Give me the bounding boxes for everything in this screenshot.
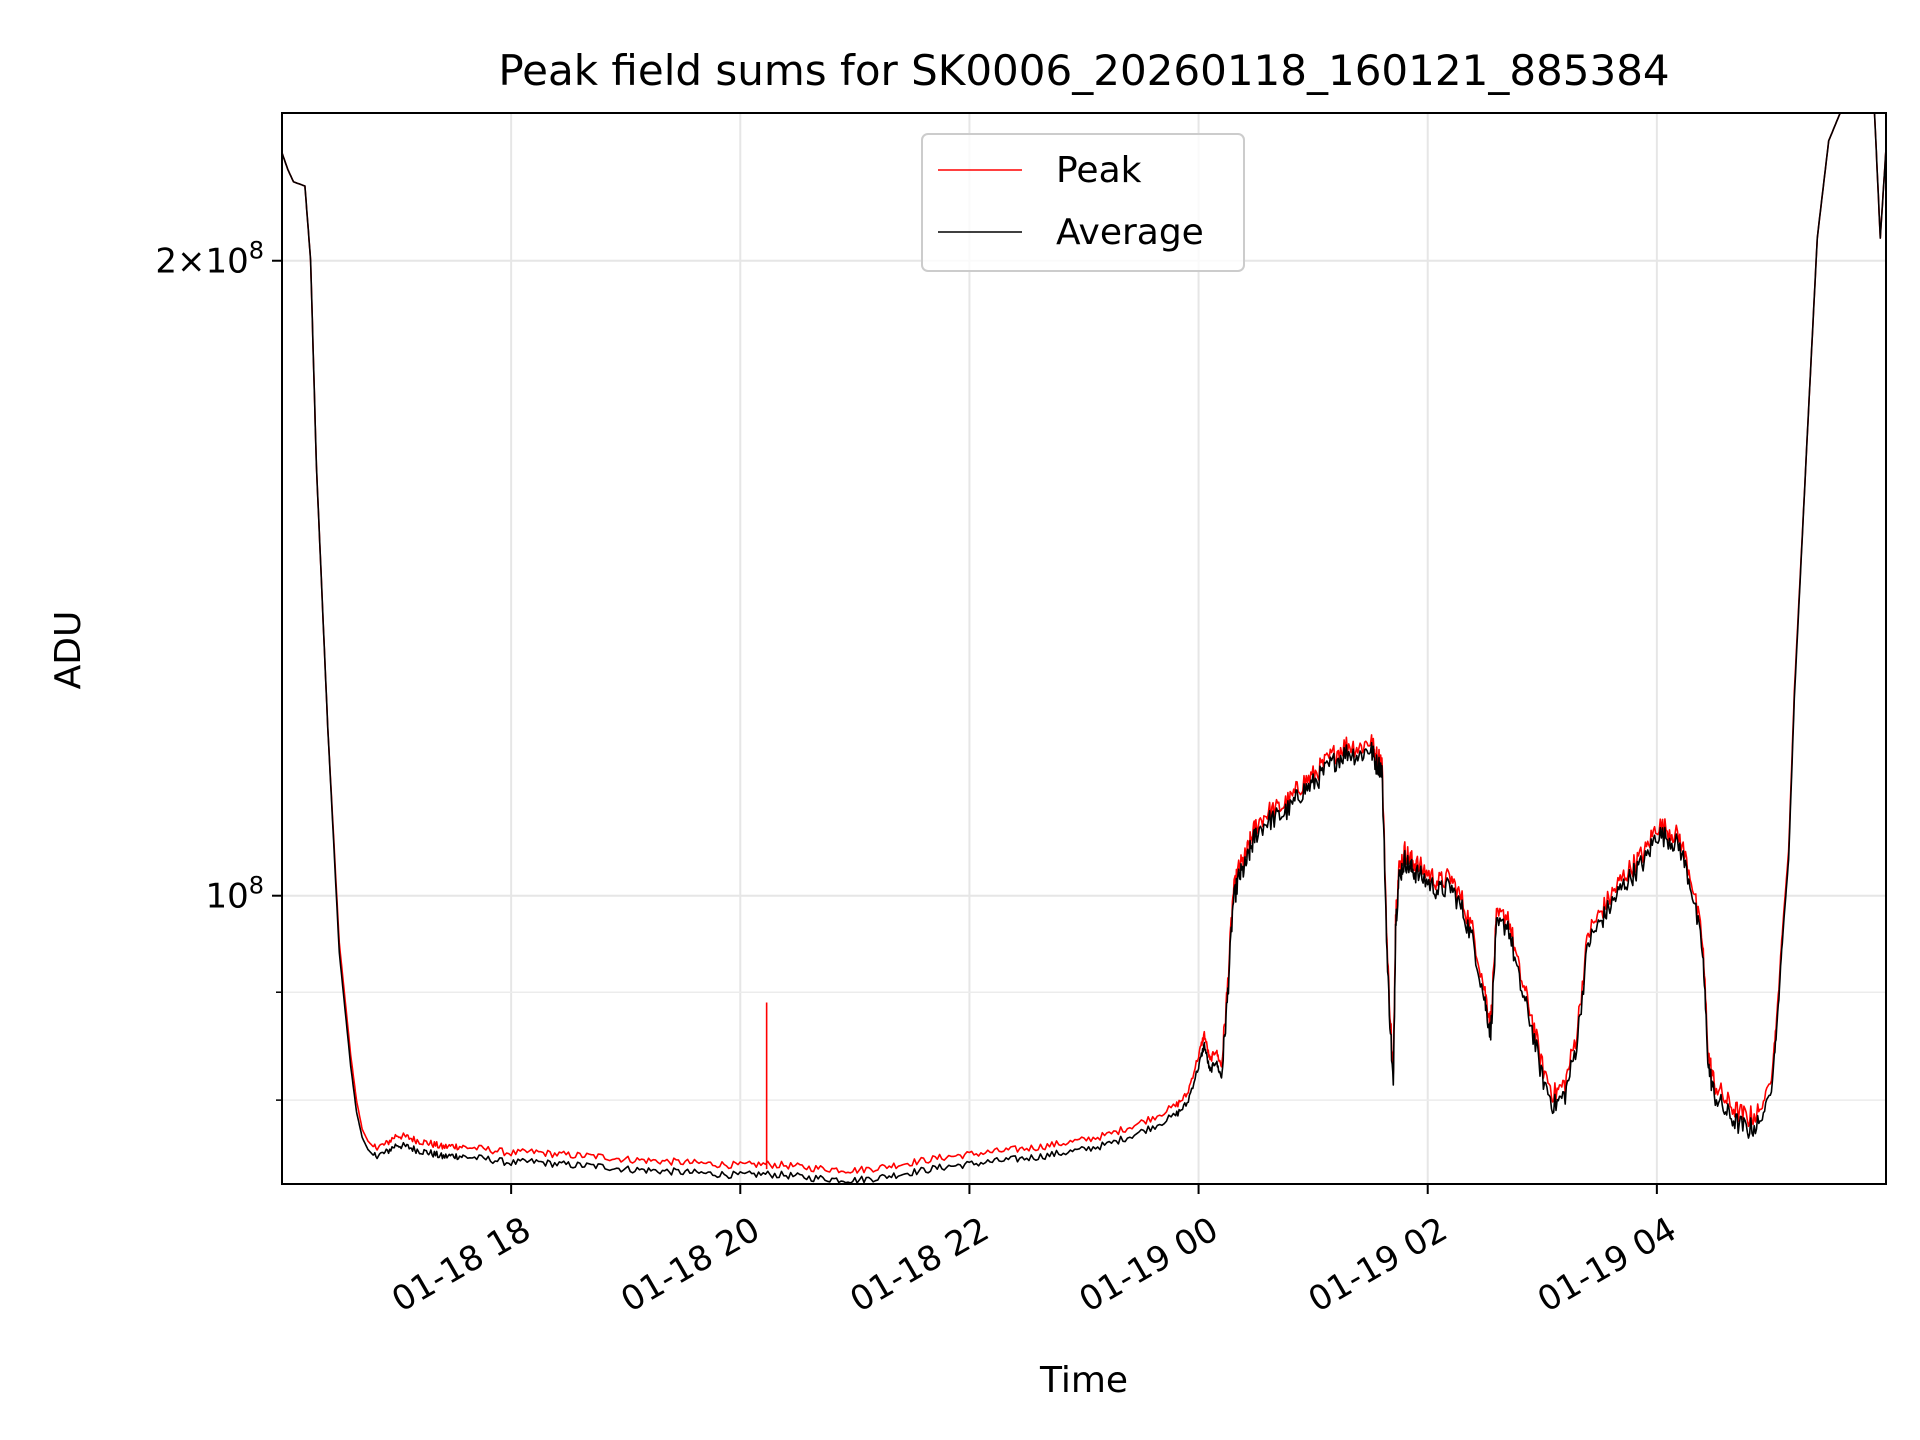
legend: Peak Average (921, 133, 1245, 272)
legend-box (921, 133, 1245, 272)
grid (282, 113, 1886, 1184)
plot-frame (281, 112, 1887, 1185)
legend-average-label: Average (1056, 212, 1204, 253)
x-axis-label: Time (1039, 1360, 1128, 1401)
legend-peak-label: Peak (1056, 150, 1142, 191)
chart-title: Peak field sums for SK0006_20260118_1601… (498, 46, 1669, 95)
y-axis-label: ADU (48, 611, 89, 690)
y-tick-label: 2×108 (155, 237, 264, 282)
average-series-line (282, 113, 1886, 1184)
series-layer (282, 113, 1886, 1184)
